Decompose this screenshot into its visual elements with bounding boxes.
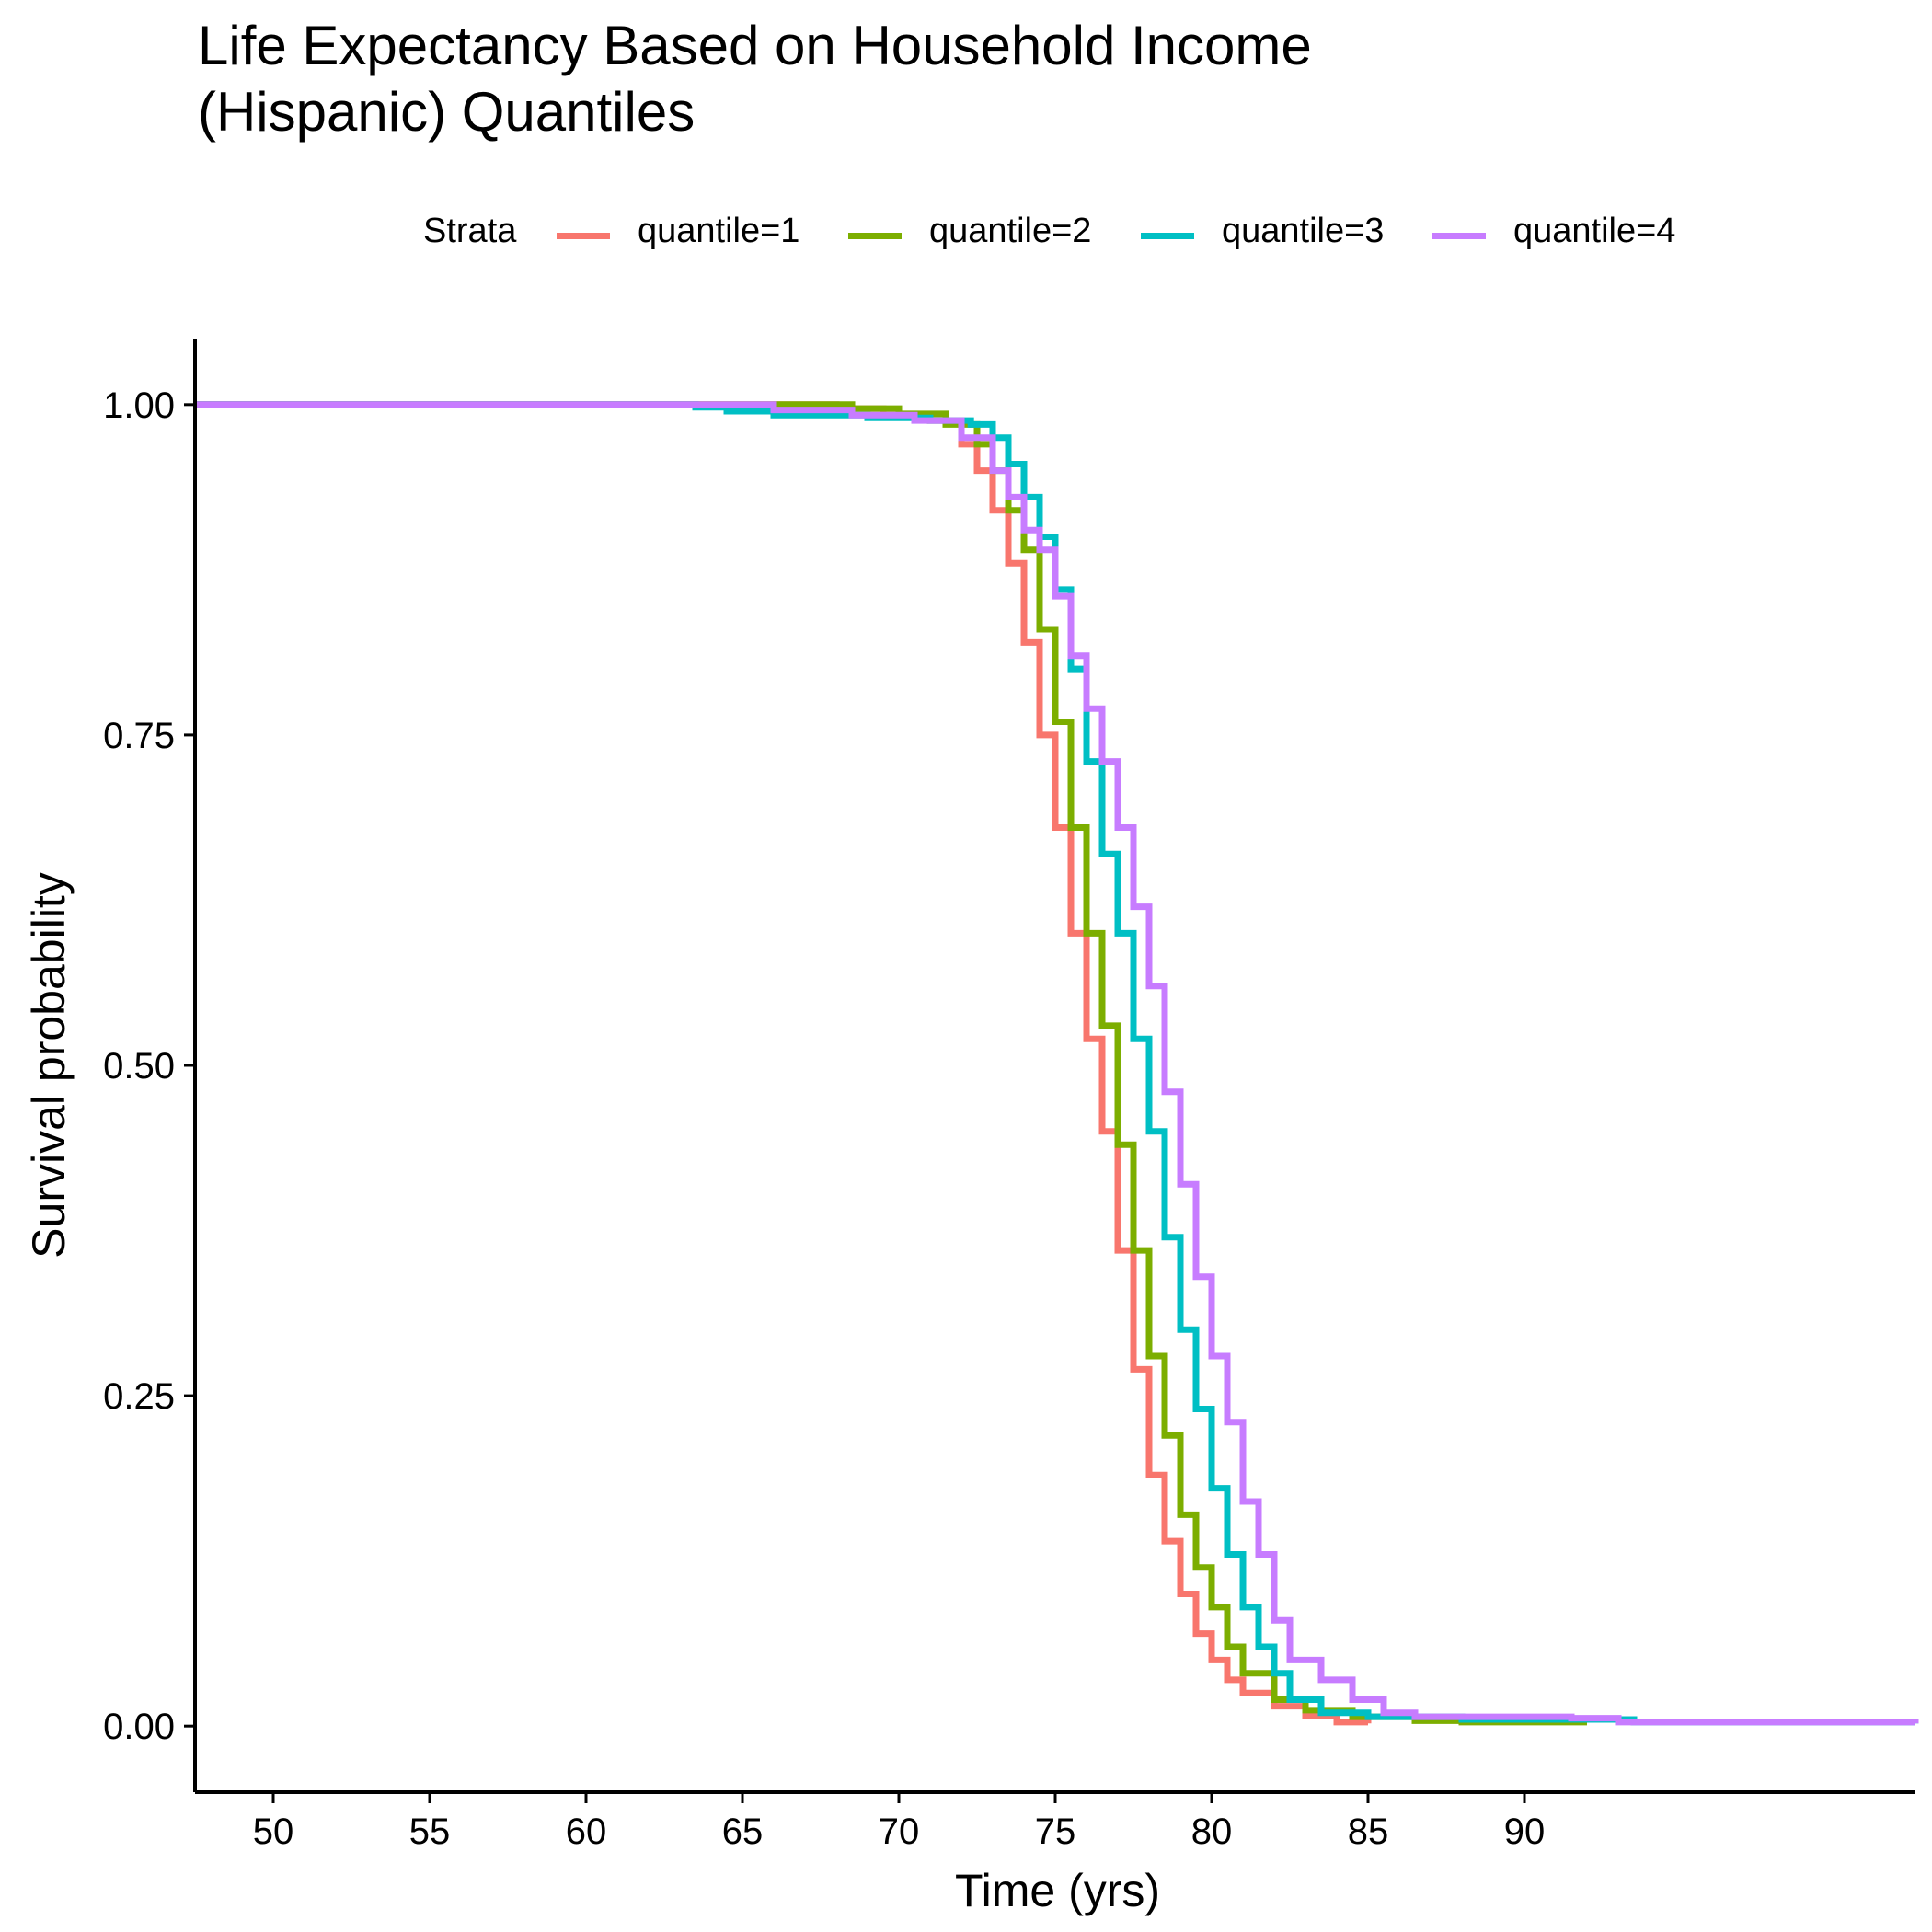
y-tick-label: 0.50	[103, 1046, 175, 1087]
x-tick-label: 70	[879, 1811, 920, 1852]
survival-curve-quantile-2	[195, 401, 1587, 1726]
y-tick-label: 1.00	[103, 385, 175, 426]
x-axis-ticks: 50 55 60 65 70 75 80 85 90	[253, 1792, 1546, 1852]
survival-curve-quantile-1	[195, 401, 1372, 1726]
y-axis-title: Survival probability	[23, 872, 75, 1259]
survival-curves	[195, 401, 1919, 1726]
chart-title: Life Expectancy Based on Household Incom…	[198, 13, 1312, 145]
y-axis-ticks: 0.00 0.25 0.50 0.75 1.00	[103, 385, 195, 1747]
legend-label-quantile-4: quantile=4	[1513, 212, 1676, 250]
survival-curve-quantile-3	[195, 401, 1919, 1726]
x-tick-label: 55	[409, 1811, 451, 1852]
legend-title: Strata	[423, 212, 517, 250]
x-axis-title: Time (yrs)	[955, 1865, 1160, 1916]
chart-title-line-2: (Hispanic) Quantiles	[198, 81, 696, 143]
legend-swatch-quantile-1	[557, 233, 610, 239]
legend-label-quantile-3: quantile=3	[1222, 212, 1385, 250]
y-tick-label: 0.25	[103, 1376, 175, 1417]
y-tick-label: 0.75	[103, 716, 175, 756]
survival-curve-quantile-4	[195, 401, 1919, 1726]
y-tick-label: 0.00	[103, 1707, 175, 1747]
x-tick-label: 85	[1348, 1811, 1389, 1852]
legend-swatch-quantile-3	[1141, 233, 1194, 239]
legend-swatch-quantile-2	[848, 233, 902, 239]
x-tick-label: 50	[253, 1811, 294, 1852]
x-tick-label: 90	[1504, 1811, 1546, 1852]
legend-label-quantile-1: quantile=1	[638, 212, 800, 250]
x-tick-label: 75	[1035, 1811, 1076, 1852]
x-tick-label: 60	[566, 1811, 607, 1852]
legend-swatch-quantile-4	[1432, 233, 1486, 239]
x-tick-label: 80	[1191, 1811, 1233, 1852]
chart-title-line-1: Life Expectancy Based on Household Incom…	[198, 15, 1312, 76]
x-tick-label: 65	[722, 1811, 764, 1852]
legend: Strata quantile=1 quantile=2 quantile=3 …	[0, 208, 1932, 263]
legend-label-quantile-2: quantile=2	[929, 212, 1092, 250]
